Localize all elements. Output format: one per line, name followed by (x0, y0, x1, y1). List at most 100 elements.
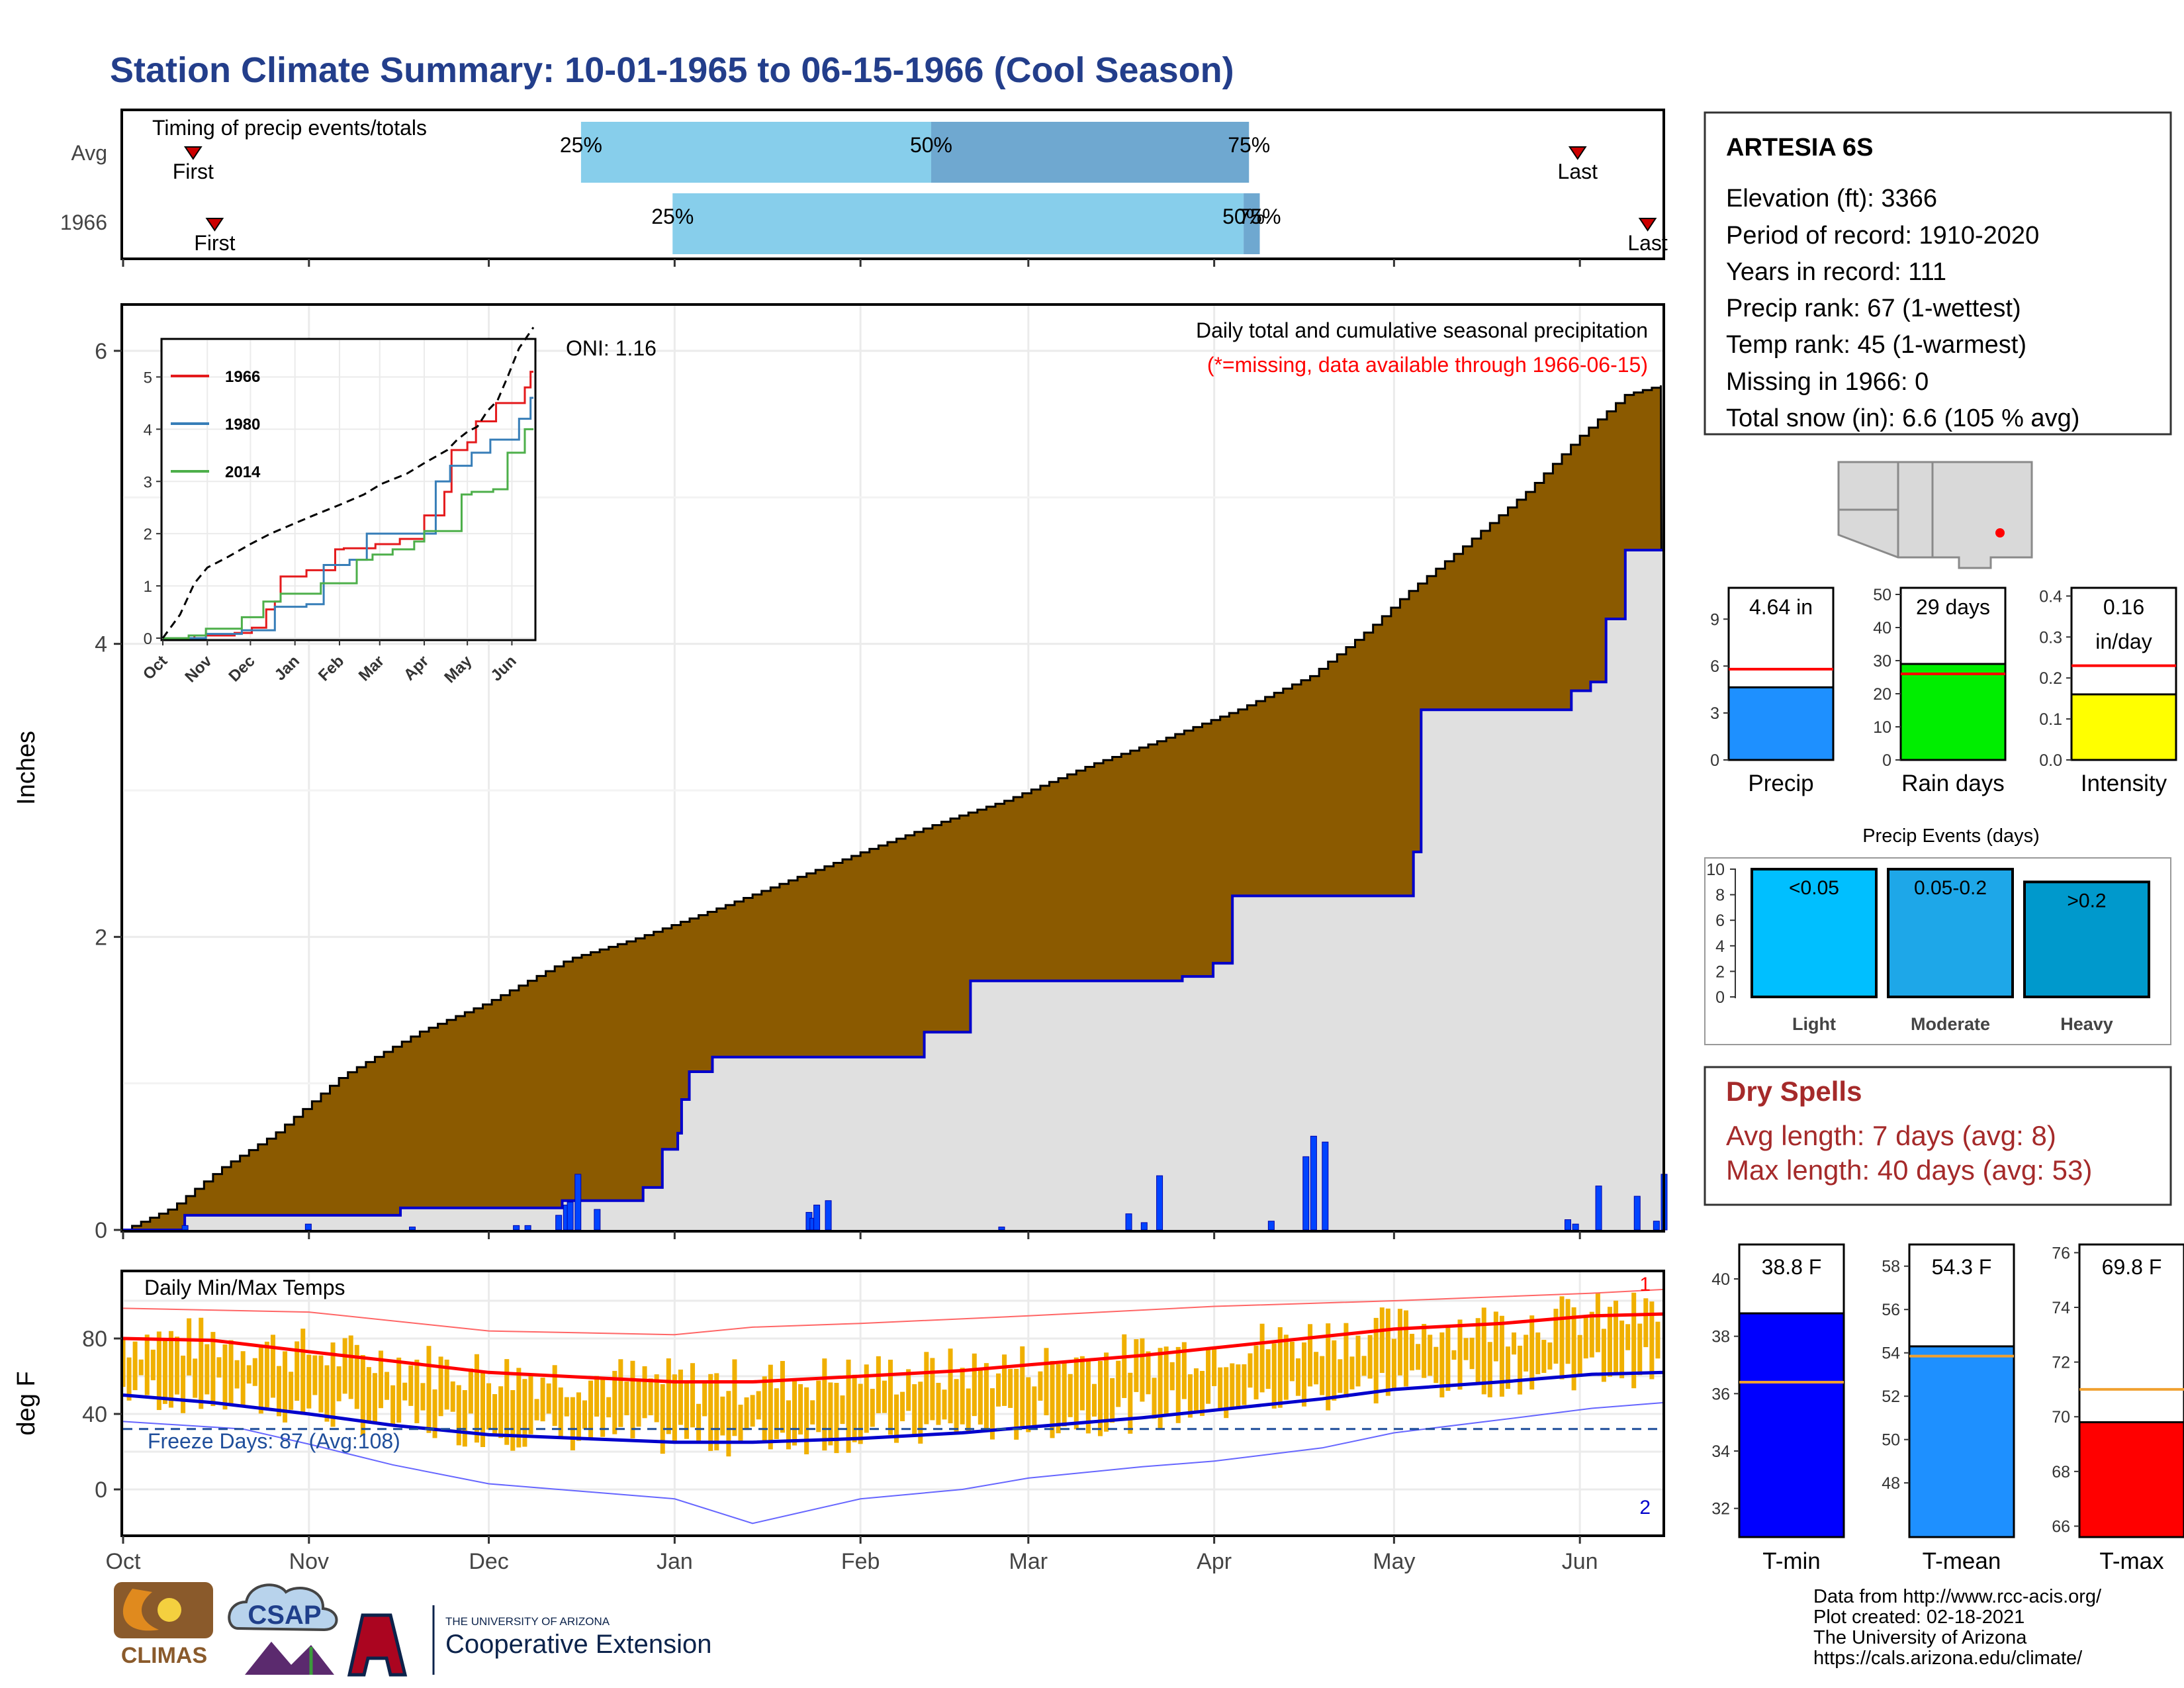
daily-temp-range-bar (786, 1400, 791, 1450)
daily-temp-range-bar (1301, 1342, 1306, 1407)
daily-temp-range-bar (240, 1351, 246, 1407)
station-line: Missing in 1966: 0 (1726, 368, 1929, 396)
daily-temp-range-bar (300, 1329, 306, 1415)
daily-temp-range-bar (1056, 1364, 1061, 1434)
daily-temp-range-bar (1236, 1364, 1241, 1409)
daily-temp-range-bar (714, 1373, 719, 1450)
mini-panel-tick-label: 0.3 (2039, 628, 2062, 647)
daily-temp-range-bar (978, 1368, 983, 1425)
daily-temp-range-bar (564, 1397, 569, 1417)
mini-panel-tick-label: 50 (1873, 586, 1891, 604)
daily-temp-range-bar (1643, 1298, 1649, 1348)
daily-precip-bar (1302, 1156, 1310, 1231)
daily-temp-range-bar (540, 1378, 545, 1422)
daily-temp-range-bar (1559, 1296, 1565, 1380)
daily-temp-range-bar (1403, 1310, 1408, 1387)
daily-temp-range-bar (600, 1376, 606, 1437)
daily-temp-range-bar (1200, 1370, 1205, 1416)
x-tick-label: Dec (469, 1549, 508, 1574)
station-line: Precip rank: 67 (1-wettest) (1726, 295, 2021, 322)
university-of-arizona-logo: THE UNIVERSITY OF ARIZONA Cooperative Ex… (347, 1605, 711, 1677)
daily-temp-range-bar (989, 1388, 995, 1440)
daily-temp-range-bar (1512, 1332, 1517, 1355)
daily-temp-range-bar (504, 1359, 510, 1445)
daily-temp-range-bar (144, 1335, 150, 1395)
station-line: Temp rank: 45 (1-warmest) (1726, 331, 2026, 359)
station-line: Total snow (in): 6.6 (105 % avg) (1726, 404, 2079, 432)
first-marker (183, 146, 203, 160)
daily-temp-range-bar (1367, 1335, 1373, 1379)
daily-temp-range-bar (1271, 1343, 1277, 1409)
daily-temp-range-bar (1283, 1335, 1289, 1400)
events-tick-label: 6 (1715, 912, 1725, 930)
daily-temp-range-bar (894, 1394, 899, 1443)
daily-temp-range-bar (228, 1340, 234, 1407)
events-category-label: Heavy (2060, 1014, 2113, 1034)
daily-temp-range-bar (1553, 1309, 1559, 1364)
daily-precip-bar (1267, 1221, 1275, 1231)
climas-logo-text: CLIMAS (121, 1643, 207, 1668)
daily-temp-range-bar (516, 1368, 522, 1448)
daily-temp-range-bar (132, 1341, 138, 1391)
y-tick-label: 0 (95, 1477, 107, 1503)
temp-panels: 32 34 36 38 40 38.8 F T-min 48 50 52 54 56 58 54.3 F T… (1711, 1243, 2184, 1574)
daily-precip-bar (567, 1201, 574, 1231)
daily-temp-range-bar (870, 1389, 875, 1427)
daily-temp-range-bar (1439, 1332, 1445, 1398)
events-tick-label: 2 (1715, 962, 1725, 981)
daily-precip-bar (1310, 1135, 1317, 1231)
daily-temp-range-bar (480, 1372, 486, 1447)
timing-title: Timing of precip events/totals (152, 116, 427, 140)
daily-temp-range-bar (858, 1383, 863, 1444)
mini-panel-tick-label: 48 (1882, 1474, 1900, 1493)
daily-temp-range-bar (1152, 1378, 1157, 1419)
daily-temp-range-bar (1085, 1360, 1091, 1434)
daily-temp-range-bar (906, 1369, 911, 1411)
daily-temp-range-bar (887, 1360, 893, 1435)
daily-temp-range-bar (570, 1397, 575, 1451)
daily-temp-range-bar (702, 1383, 707, 1417)
daily-precip-bar (1595, 1186, 1602, 1231)
daily-temp-range-bar (558, 1387, 563, 1438)
daily-temp-range-bar (942, 1389, 947, 1420)
mini-panel-tick-label: 34 (1711, 1442, 1730, 1461)
daily-temp-range-bar (1547, 1342, 1553, 1370)
mini-panel-tick-label: 56 (1882, 1301, 1900, 1319)
daily-temp-range-bar (150, 1349, 156, 1381)
mini-panel-bar (1899, 663, 2007, 761)
daily-temp-range-bar (168, 1331, 173, 1408)
record-high-label: 1 (1639, 1274, 1651, 1295)
daily-temp-range-bar (336, 1366, 341, 1401)
x-tick-label: Oct (106, 1549, 141, 1574)
daily-temp-range-bar (1529, 1315, 1535, 1390)
daily-temp-range-bar (486, 1383, 492, 1430)
footer-line: The University of Arizona (1813, 1627, 2027, 1648)
daily-temp-range-bar (156, 1331, 161, 1411)
daily-temp-range-bar (138, 1359, 144, 1376)
daily-temp-range-bar (379, 1350, 384, 1409)
year-cumulative-line (123, 549, 1664, 1231)
temp-series-line (122, 1370, 1664, 1444)
daily-temp-range-bar (444, 1359, 449, 1410)
daily-temp-range-bar (1014, 1368, 1019, 1440)
daily-precip-bar (555, 1215, 563, 1231)
daily-temp-range-bar (1020, 1346, 1025, 1429)
page-title: Station Climate Summary: 10-01-1965 to 0… (110, 50, 1234, 90)
daily-temp-range-bar (1499, 1315, 1504, 1397)
daily-temp-range-bar (162, 1339, 167, 1404)
daily-temp-range-bar (1518, 1345, 1523, 1395)
daily-temp-range-bar (738, 1404, 743, 1442)
mini-panel-tick-label: 32 (1711, 1500, 1730, 1519)
daily-temp-range-bar (1338, 1359, 1343, 1393)
footer-line: Data from http://www.rcc-acis.org/ (1813, 1586, 2102, 1607)
daily-temp-range-bar (1385, 1308, 1390, 1396)
mini-panel-value-label: 0.16 (2103, 595, 2144, 619)
daily-temp-range-bar (744, 1397, 749, 1430)
daily-temp-range-bar (252, 1358, 257, 1386)
mini-panel-tick-label: 10 (1873, 718, 1891, 737)
daily-temp-range-bar (1422, 1323, 1427, 1378)
daily-temp-range-bar (372, 1373, 377, 1422)
events-tick-label: 0 (1715, 988, 1725, 1007)
